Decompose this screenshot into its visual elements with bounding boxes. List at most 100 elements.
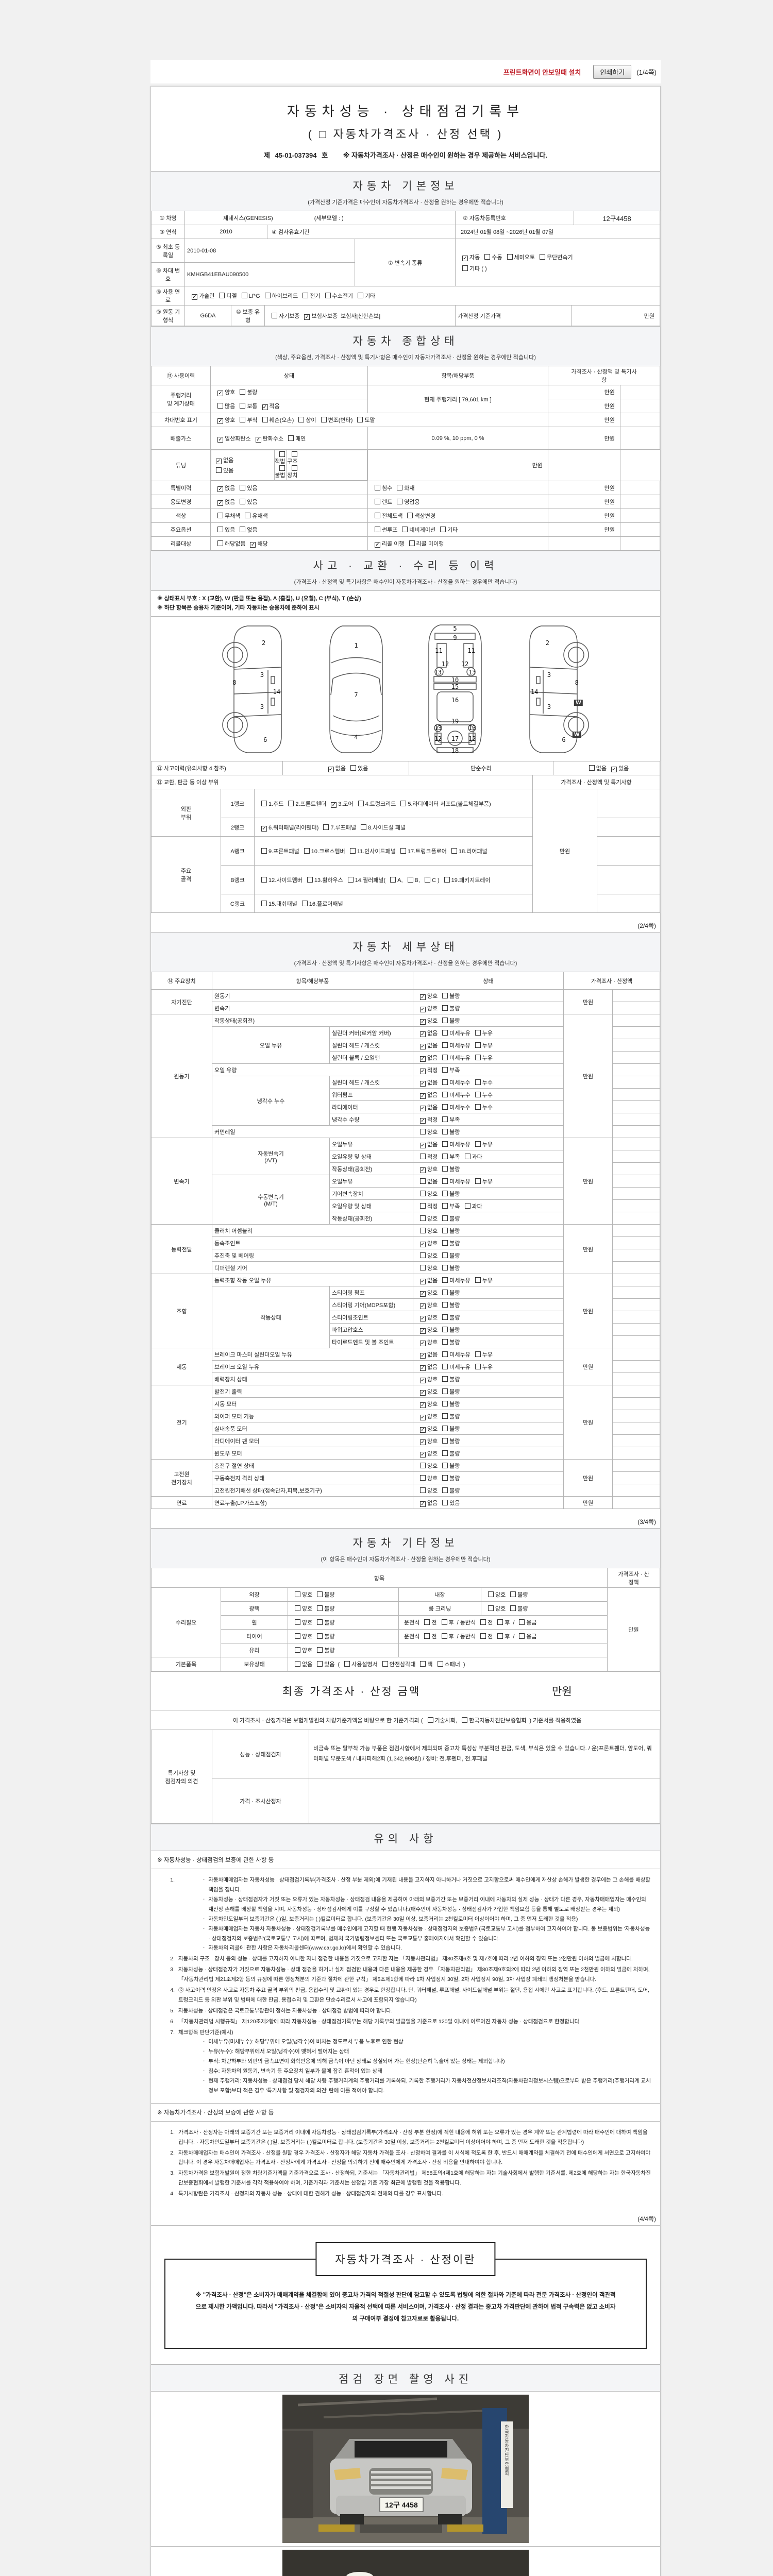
checkbox-checked[interactable] [420,1303,426,1309]
checkbox-unchecked[interactable] [442,1437,448,1444]
checkbox-unchecked[interactable] [261,800,267,806]
checkbox-unchecked[interactable] [382,1661,388,1667]
checkbox-unchecked[interactable] [442,1376,448,1382]
checkbox-unchecked[interactable] [442,1190,448,1196]
checkbox-unchecked[interactable] [464,1202,470,1209]
checkbox-checked[interactable] [420,1278,426,1284]
checkbox-unchecked[interactable] [442,1289,448,1295]
checkbox-unchecked[interactable] [245,513,251,518]
checkbox-checked[interactable] [420,1501,426,1507]
checkbox-unchecked[interactable] [420,1153,426,1159]
checkbox-unchecked[interactable] [480,1619,486,1625]
checkbox-checked[interactable] [250,542,256,548]
checkbox-unchecked[interactable] [375,513,380,518]
checkbox-unchecked[interactable] [442,1264,448,1270]
checkbox-unchecked[interactable] [240,403,246,409]
checkbox-unchecked[interactable] [357,417,363,422]
checkbox-checked[interactable] [328,767,334,773]
checkbox-unchecked[interactable] [488,1605,494,1612]
checkbox-unchecked[interactable] [303,293,309,298]
checkbox-checked[interactable] [420,1315,426,1321]
checkbox-unchecked[interactable] [317,1605,323,1612]
checkbox-checked[interactable] [420,1043,426,1049]
checkbox-unchecked[interactable] [317,1633,323,1639]
checkbox-unchecked[interactable] [442,1042,448,1048]
checkbox-unchecked[interactable] [484,253,491,260]
checkbox-unchecked[interactable] [375,485,380,490]
checkbox-unchecked[interactable] [420,1128,426,1134]
checkbox-unchecked[interactable] [420,1487,426,1493]
checkbox-unchecked[interactable] [350,765,356,771]
checkbox-checked[interactable] [420,1167,426,1173]
checkbox-unchecked[interactable] [437,1661,443,1667]
checkbox-unchecked[interactable] [442,1363,448,1369]
print-button[interactable]: 인쇄하기 [593,64,632,79]
checkbox-unchecked[interactable] [442,1240,448,1246]
checkbox-checked[interactable] [420,1352,426,1359]
checkbox-unchecked[interactable] [510,1591,516,1598]
checkbox-unchecked[interactable] [442,1400,448,1406]
checkbox-unchecked[interactable] [323,824,329,830]
checkbox-checked[interactable] [420,994,426,1000]
checkbox-unchecked[interactable] [261,876,267,883]
checkbox-unchecked[interactable] [507,253,513,260]
checkbox-checked[interactable] [420,1377,426,1383]
checkbox-unchecked[interactable] [441,1633,447,1639]
checkbox-unchecked[interactable] [442,1091,448,1097]
checkbox-unchecked[interactable] [442,1017,448,1023]
checkbox-checked[interactable] [262,404,268,410]
checkbox-unchecked[interactable] [475,1104,481,1110]
checkbox-unchecked[interactable] [420,1264,426,1270]
checkbox-unchecked[interactable] [420,1215,426,1221]
checkbox-unchecked[interactable] [400,800,407,806]
checkbox-unchecked[interactable] [358,800,364,806]
checkbox-unchecked[interactable] [497,1633,503,1639]
checkbox-unchecked[interactable] [295,1605,300,1612]
checkbox-checked[interactable] [420,1006,426,1012]
checkbox-unchecked[interactable] [400,848,406,854]
checkbox-unchecked[interactable] [442,1215,448,1221]
checkbox-checked[interactable] [420,1056,426,1062]
checkbox-unchecked[interactable] [420,1252,426,1258]
checkbox-unchecked[interactable] [390,876,396,883]
checkbox-unchecked[interactable] [295,1647,300,1653]
checkbox-unchecked[interactable] [475,1363,481,1369]
checkbox-checked[interactable] [261,825,267,832]
checkbox-checked[interactable] [462,255,468,261]
checkbox-unchecked[interactable] [475,1141,481,1147]
checkbox-unchecked[interactable] [420,1475,426,1481]
checkbox-unchecked[interactable] [475,1091,481,1097]
checkbox-unchecked[interactable] [441,1619,447,1625]
checkbox-unchecked[interactable] [217,527,223,532]
checkbox-unchecked[interactable] [444,876,450,883]
checkbox-unchecked[interactable] [325,293,331,298]
checkbox-checked[interactable] [216,459,222,464]
checkbox-unchecked[interactable] [240,499,246,504]
checkbox-unchecked[interactable] [288,800,294,806]
checkbox-unchecked[interactable] [301,900,308,906]
checkbox-unchecked[interactable] [347,876,354,883]
checkbox-unchecked[interactable] [442,1277,448,1283]
checkbox-checked[interactable] [420,1402,426,1408]
checkbox-unchecked[interactable] [344,1661,350,1667]
checkbox-unchecked[interactable] [442,1029,448,1036]
checkbox-unchecked[interactable] [240,485,246,490]
checkbox-unchecked[interactable] [442,1005,448,1011]
checkbox-checked[interactable] [217,418,223,424]
checkbox-unchecked[interactable] [475,1351,481,1357]
checkbox-unchecked[interactable] [217,540,223,546]
checkbox-checked[interactable] [420,1291,426,1297]
checkbox-checked[interactable] [255,436,261,443]
checkbox-unchecked[interactable] [442,1338,448,1345]
checkbox-unchecked[interactable] [442,1104,448,1110]
checkbox-unchecked[interactable] [292,465,298,471]
checkbox-checked[interactable] [420,1328,426,1334]
checkbox-unchecked[interactable] [262,417,268,422]
checkbox-checked[interactable] [331,802,337,808]
checkbox-unchecked[interactable] [424,876,430,883]
checkbox-unchecked[interactable] [427,1717,433,1723]
checkbox-unchecked[interactable] [424,1619,430,1625]
checkbox-unchecked[interactable] [295,1619,300,1625]
checkbox-checked[interactable] [217,436,223,443]
checkbox-unchecked[interactable] [397,485,403,490]
